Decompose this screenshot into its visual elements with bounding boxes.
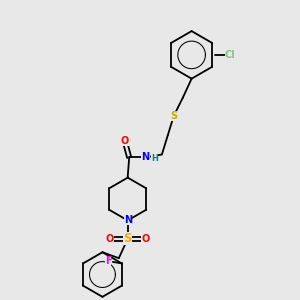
- Text: Cl: Cl: [225, 50, 235, 60]
- Text: H: H: [151, 154, 158, 163]
- Text: N: N: [142, 152, 150, 162]
- Text: F: F: [105, 256, 111, 266]
- Text: S: S: [124, 232, 132, 245]
- Text: O: O: [121, 136, 129, 146]
- Text: S: S: [170, 111, 177, 121]
- Text: O: O: [106, 234, 114, 244]
- Text: O: O: [141, 234, 150, 244]
- Text: N: N: [124, 215, 132, 225]
